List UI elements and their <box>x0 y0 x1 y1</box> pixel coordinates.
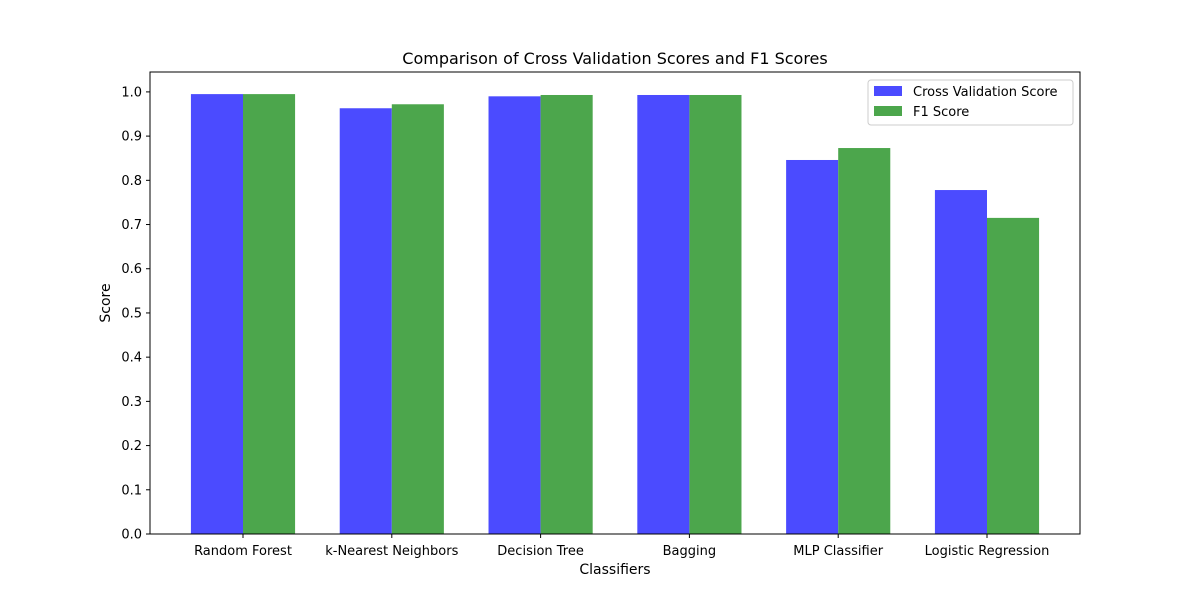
x-axis-title: Classifiers <box>579 562 650 578</box>
y-tick-label: 0.9 <box>121 130 142 145</box>
y-axis: 0.0 0.1 0.2 0.3 0.4 0.5 0.6 0.7 0.8 0.9 1.0 <box>121 85 150 543</box>
bar-f1-score-bagging <box>689 94 742 535</box>
x-tick-label-random-forest: Random Forest <box>194 544 292 559</box>
bar-cross-validation-score-decision-tree <box>488 96 541 534</box>
y-tick-label: 0.6 <box>121 262 142 277</box>
x-tick-label-k-nearest-neighbors: k-Nearest Neighbors <box>325 544 458 559</box>
legend-label-f1: F1 Score <box>913 105 969 120</box>
x-tick-label-decision-tree: Decision Tree <box>497 544 584 559</box>
legend-swatch-cross-validation <box>874 86 902 96</box>
bar-cross-validation-score-mlp-classifier <box>786 159 839 535</box>
bar-cross-validation-score-logistic-regression <box>934 190 987 535</box>
bars-layer <box>190 94 1040 535</box>
bar-f1-score-decision-tree <box>540 94 593 535</box>
x-tick-label-logistic-regression: Logistic Regression <box>925 544 1050 559</box>
bar-cross-validation-score-k-nearest-neighbors <box>339 108 392 534</box>
chart-title: Comparison of Cross Validation Scores an… <box>402 49 827 68</box>
y-tick-label: 0.5 <box>121 306 142 321</box>
y-tick-label: 0.0 <box>121 528 142 543</box>
bar-f1-score-k-nearest-neighbors <box>391 104 444 535</box>
y-tick-label: 0.4 <box>121 351 142 366</box>
bar-f1-score-logistic-regression <box>987 217 1040 534</box>
plot-frame <box>149 71 1081 535</box>
legend: Cross Validation Score F1 Score <box>867 79 1074 126</box>
legend-box <box>867 79 1074 126</box>
x-axis: Random Forest k-Nearest Neighbors Decision… <box>194 534 1049 559</box>
bar-f1-score-mlp-classifier <box>838 148 891 535</box>
bar-cross-validation-score-random-forest <box>190 94 243 535</box>
y-tick-label: 1.0 <box>121 85 142 100</box>
y-tick-label: 0.2 <box>121 439 142 454</box>
x-tick-label-mlp-classifier: MLP Classifier <box>793 544 883 559</box>
bar-cross-validation-score-bagging <box>637 94 690 535</box>
y-tick-label: 0.1 <box>121 483 142 498</box>
x-tick-label-bagging: Bagging <box>663 544 717 559</box>
y-tick-label: 0.7 <box>121 218 142 233</box>
legend-label-cross-validation: Cross Validation Score <box>913 85 1058 100</box>
bar-f1-score-random-forest <box>243 94 296 535</box>
y-tick-label: 0.8 <box>121 174 142 189</box>
y-axis-title: Score <box>98 283 114 322</box>
legend-swatch-f1 <box>874 106 902 116</box>
y-tick-label: 0.3 <box>121 395 142 410</box>
